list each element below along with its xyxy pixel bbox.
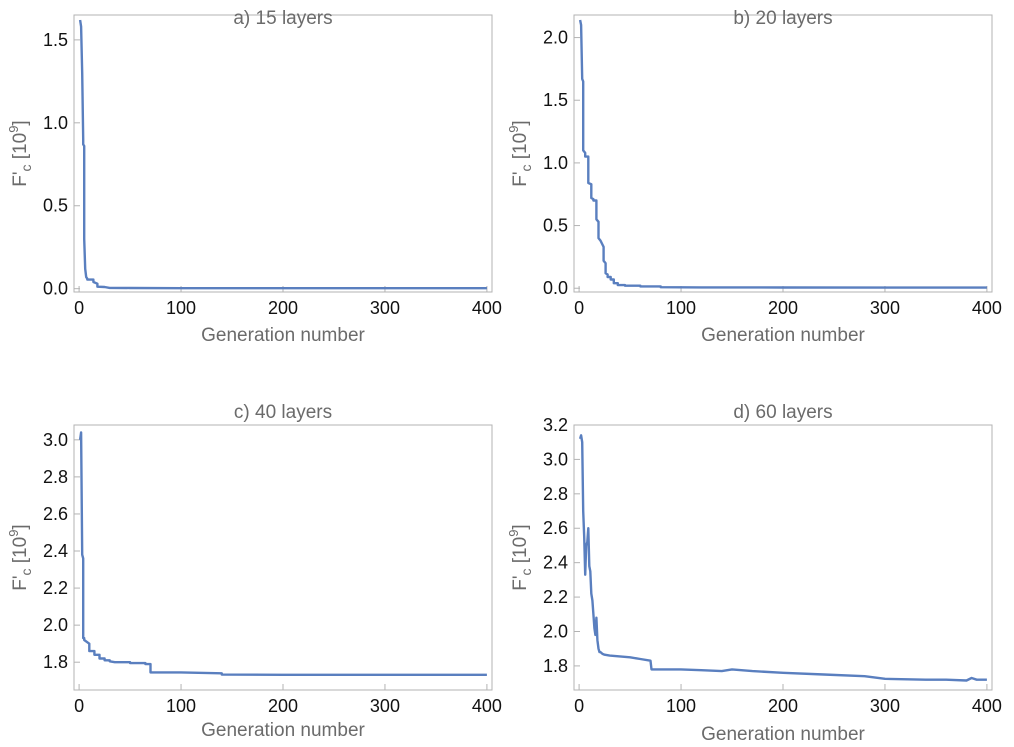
plot-frame <box>573 424 993 691</box>
x-tick-label: 0 <box>74 298 84 318</box>
x-tick-label: 0 <box>574 298 584 318</box>
x-tick-label: 0 <box>574 696 584 716</box>
y-tick-label: 2.6 <box>43 504 68 524</box>
x-tick-label: 300 <box>370 298 400 318</box>
plot-frame <box>73 424 493 691</box>
y-axis-label: F'c [109] <box>6 120 34 186</box>
y-tick-label: 2.8 <box>543 484 568 504</box>
plot-frame <box>73 14 493 293</box>
y-tick-label: 2.0 <box>543 621 568 641</box>
y-tick-label: 2.2 <box>543 587 568 607</box>
y-tick-label: 1.5 <box>43 30 68 50</box>
series-line <box>578 434 987 682</box>
x-axis-label: Generation number <box>701 325 865 346</box>
x-tick-label: 100 <box>166 298 196 318</box>
x-tick-label: 0 <box>74 696 84 716</box>
y-tick-label: 1.8 <box>543 656 568 676</box>
series-line <box>578 19 987 289</box>
panel-c: c) 40 layers Generation number F'c [109] 0 1… <box>6 402 502 741</box>
x-tick-label: 300 <box>870 298 900 318</box>
panel-title: d) 60 layers <box>733 402 832 423</box>
y-tick-label: 1.0 <box>43 113 68 133</box>
series-line <box>78 19 487 290</box>
y-tick-label: 2.4 <box>543 553 568 573</box>
x-tick-label: 100 <box>666 696 696 716</box>
y-axis-label: F'c [109] <box>506 120 534 186</box>
x-tick-label: 200 <box>268 696 298 716</box>
y-tick-label: 3.0 <box>43 430 68 450</box>
y-tick-label: 1.5 <box>543 90 568 110</box>
x-tick-label: 400 <box>472 298 502 318</box>
y-tick-label: 0.5 <box>43 196 68 216</box>
x-tick-label: 100 <box>166 696 196 716</box>
y-tick-label: 2.4 <box>43 541 68 561</box>
series-line <box>78 431 487 676</box>
x-axis-label: Generation number <box>201 325 365 346</box>
y-tick-label: 1.0 <box>543 153 568 173</box>
y-tick-label: 3.0 <box>543 449 568 469</box>
panel-a: a) 15 layers Generation number F'c [109] 0 1… <box>6 8 502 346</box>
x-tick-label: 200 <box>268 298 298 318</box>
y-tick-label: 1.8 <box>43 652 68 672</box>
y-tick-label: 2.0 <box>43 615 68 635</box>
y-tick-label: 2.8 <box>43 467 68 487</box>
x-tick-label: 200 <box>768 298 798 318</box>
x-axis-label: Generation number <box>701 724 865 745</box>
x-tick-label: 400 <box>972 298 1002 318</box>
x-tick-label: 100 <box>666 298 696 318</box>
x-tick-label: 400 <box>472 696 502 716</box>
x-tick-label: 300 <box>870 696 900 716</box>
y-tick-label: 0.0 <box>43 279 68 299</box>
y-tick-label: 3.2 <box>543 415 568 435</box>
x-tick-label: 400 <box>972 696 1002 716</box>
x-axis-label: Generation number <box>201 720 365 741</box>
y-tick-label: 0.0 <box>543 278 568 298</box>
x-tick-label: 200 <box>768 696 798 716</box>
x-tick-label: 300 <box>370 696 400 716</box>
panel-b: b) 20 layers Generation number F'c [109] 0 1… <box>506 8 1002 346</box>
y-tick-label: 0.5 <box>543 216 568 236</box>
panel-title: b) 20 layers <box>733 8 832 29</box>
y-tick-label: 2.6 <box>543 518 568 538</box>
y-tick-label: 2.0 <box>543 28 568 48</box>
y-axis-label: F'c [109] <box>6 524 34 590</box>
plot-frame <box>573 14 993 293</box>
panel-title: a) 15 layers <box>233 8 332 29</box>
y-tick-label: 2.2 <box>43 578 68 598</box>
panel-title: c) 40 layers <box>234 402 332 423</box>
y-axis-label: F'c [109] <box>506 524 534 590</box>
